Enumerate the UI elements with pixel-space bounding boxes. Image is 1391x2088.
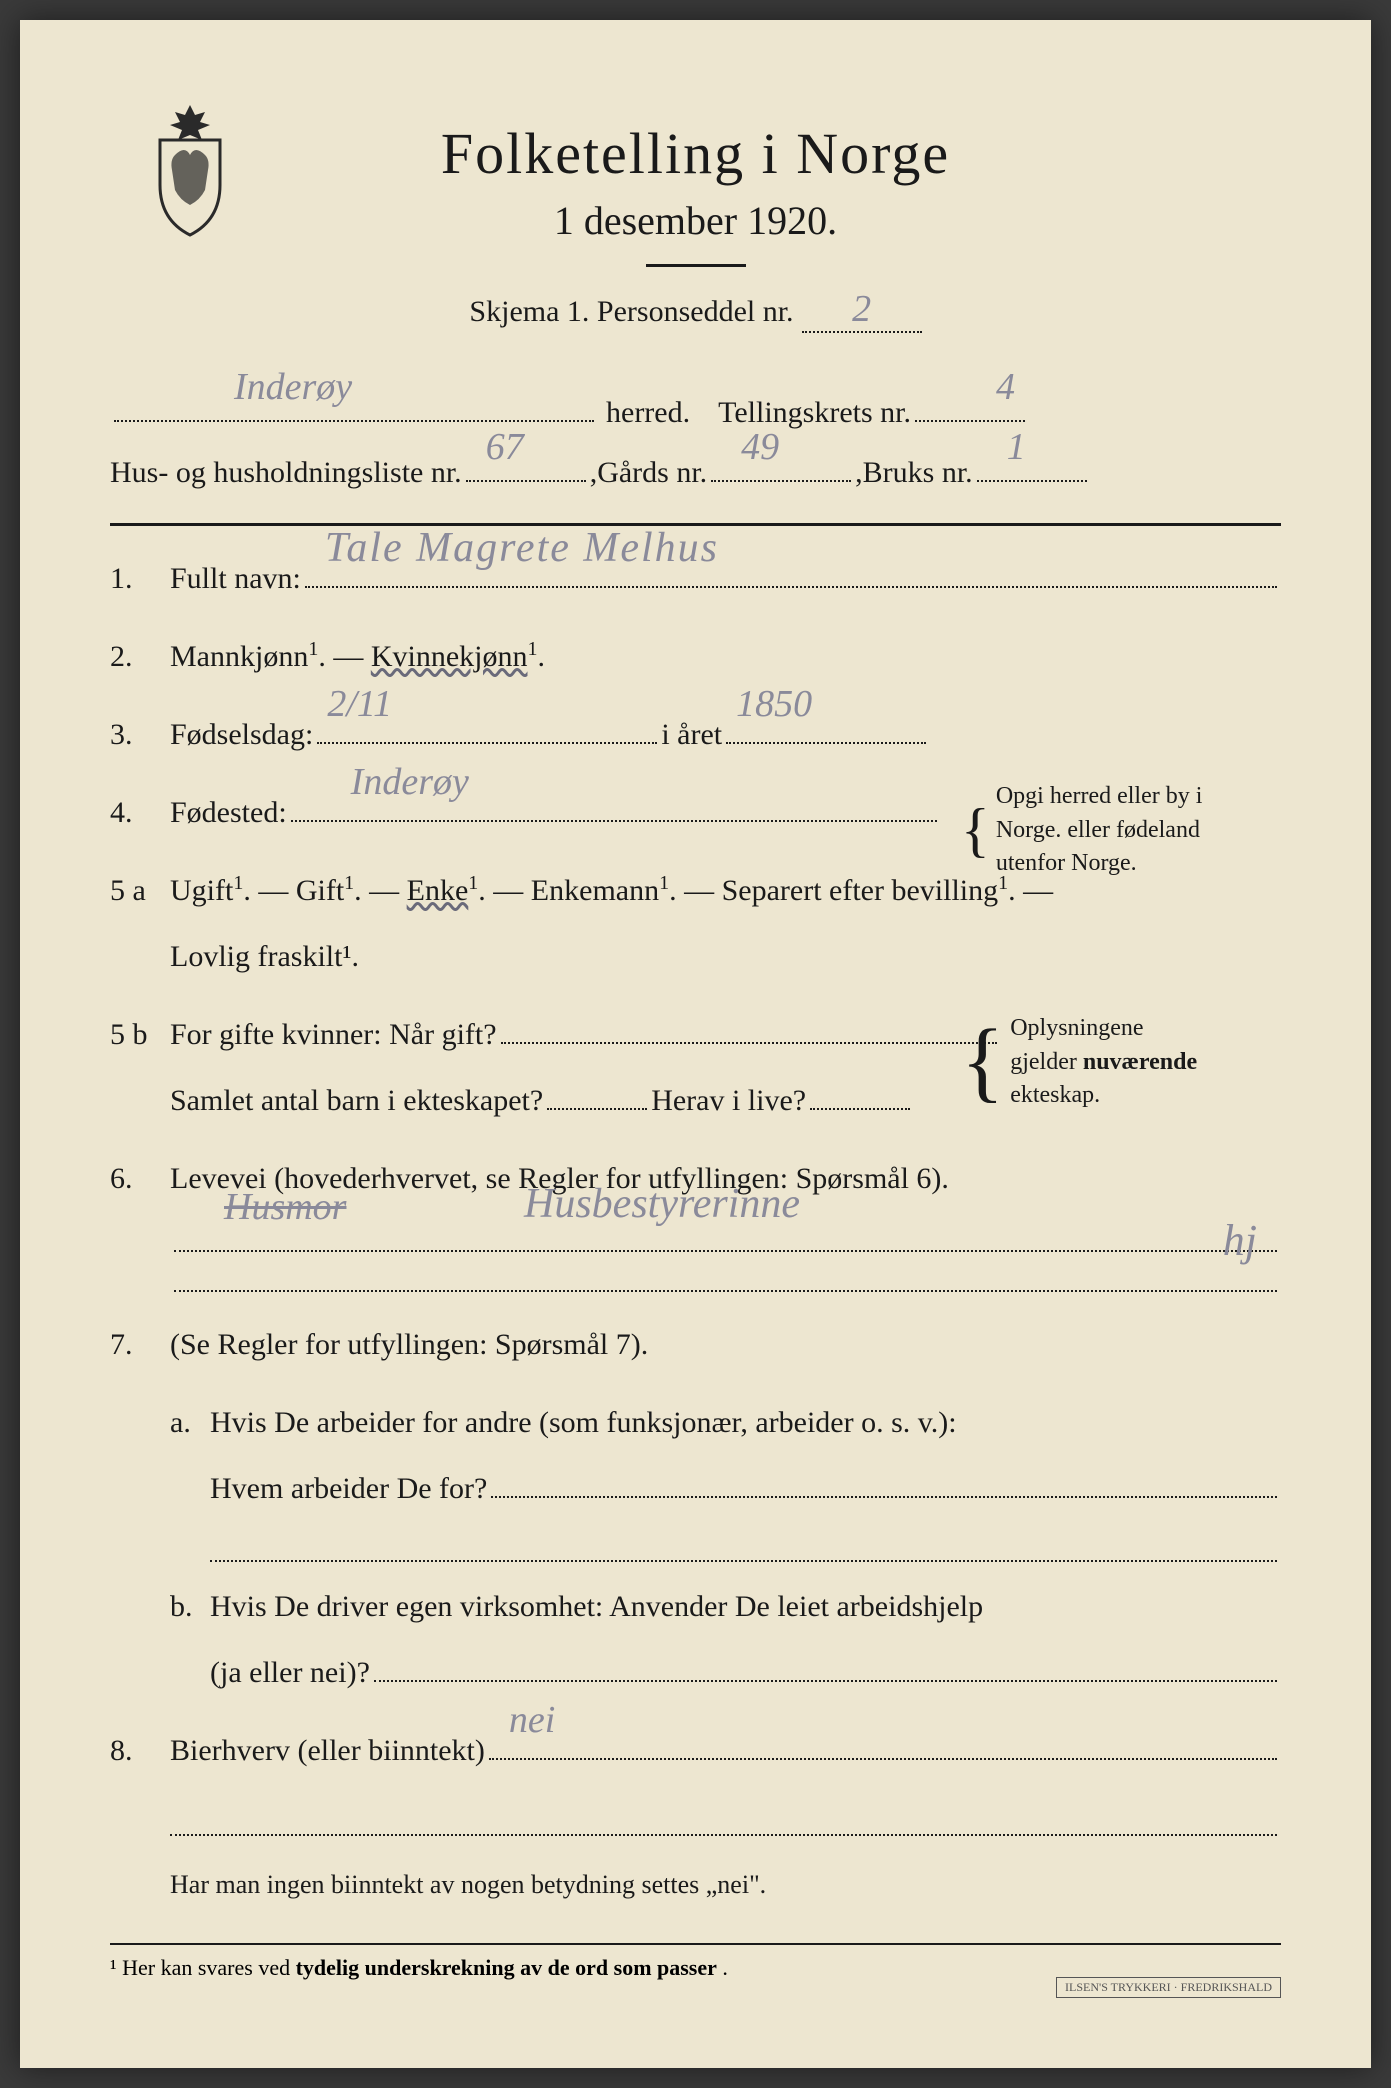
q1-num: 1. [110,546,170,612]
q2-kvinne: Kvinnekjønn [371,640,528,673]
herred-value: Inderøy [234,349,352,425]
document-subtitle: 1 desember 1920. [110,197,1281,244]
coat-of-arms-icon [140,100,240,240]
herred-label: herred. [606,383,690,443]
q6-num: 6. [110,1146,170,1212]
herred-line: Inderøy herred. Tellingskrets nr. 4 [110,383,1281,443]
form-label: Skjema 1. Personseddel nr. [469,295,793,329]
q8-label: Bierhverv (eller biinntekt) [170,1718,485,1784]
footnote: ¹ Her kan svares ved tydelig underskrekn… [110,1943,1281,1981]
footer-note1: Har man ingen biinntekt av nogen betydni… [170,1856,1281,1913]
q3-num: 3. [110,702,170,768]
brace-icon: { [961,1026,1004,1098]
q3-row: 3. Fødselsdag: 2/11 i året 1850 [110,702,1281,768]
q5b-line2b: Herav i live? [651,1068,806,1134]
document-title: Folketelling i Norge [110,120,1281,187]
q3-label: Fødselsdag: [170,702,313,768]
husliste-label: Hus- og husholdningsliste nr. [110,443,462,503]
census-form-page: Folketelling i Norge 1 desember 1920. Sk… [20,20,1371,2068]
location-block: Inderøy herred. Tellingskrets nr. 4 Hus-… [110,383,1281,503]
q5a-options: Ugift1. — Gift1. — Enke1. — Enkemann1. —… [170,874,1053,907]
q2-row: 2. Mannkjønn1. — Kvinnekjønn1. [110,624,1281,690]
q2-num: 2. [110,624,170,690]
q8-num: 8. [110,1718,170,1784]
q1-value: Tale Magrete Melhus [325,502,719,594]
q7-row: 7. (Se Regler for utfyllingen: Spørsmål … [110,1312,1281,1378]
q8-line2 [170,1796,1277,1836]
q1-row: 1. Fullt navn: Tale Magrete Melhus [110,546,1281,612]
q5b-row: 5 b For gifte kvinner: Når gift? Samlet … [110,1002,1281,1134]
q7-num: 7. [110,1312,170,1378]
q4-label: Fødested: [170,780,287,846]
q1-label: Fullt navn: [170,546,301,612]
q5b-line2a: Samlet antal barn i ekteskapet? [170,1068,543,1134]
q7a: a. Hvis De arbeider for andre (som funks… [170,1390,1281,1562]
q7-label: (Se Regler for utfyllingen: Spørsmål 7). [170,1312,1281,1378]
q7b-text: Hvis De driver egen virksomhet: Anvender… [210,1574,983,1640]
q8-row: 8. Bierhverv (eller biinntekt) nei [110,1718,1281,1784]
bruks-value: 1 [1007,409,1026,485]
q7a-q: Hvem arbeider De for? [210,1456,487,1522]
q7a-text: Hvis De arbeider for andre (som funksjon… [210,1390,957,1456]
q5a-row: 5 a Ugift1. — Gift1. — Enke1. — Enkemann… [110,858,1281,990]
q5b-num: 5 b [110,1002,170,1068]
q4-row: 4. Fødested: Inderøy { Opgi herred eller… [110,780,1281,846]
bruks-label: Bruks nr. [863,443,973,503]
q2-mann: Mannkjønn [170,640,308,673]
form-header: Folketelling i Norge 1 desember 1920. Sk… [110,120,1281,333]
house-line: Hus- og husholdningsliste nr. 67 , Gårds… [110,443,1281,503]
q7b-label: b. [170,1574,210,1640]
gards-value: 49 [741,409,779,485]
q5b-note: { Oplysningene gjelder nuværende ekteska… [961,1012,1281,1113]
printer-mark: ILSEN'S TRYKKERI · FREDRIKSHALD [1056,1977,1281,1998]
header-divider [646,264,746,267]
husliste-value: 67 [486,409,524,485]
questions-block: 1. Fullt navn: Tale Magrete Melhus 2. Ma… [110,546,1281,1913]
q8-value: nei [509,1679,555,1763]
q3-year: 1850 [736,663,812,747]
q4-value: Inderøy [351,741,469,825]
q6-row: 6. Levevei (hovederhvervet, se Regler fo… [110,1146,1281,1292]
q7a-label: a. [170,1390,210,1456]
q6-struck: Husmor [224,1166,346,1250]
q5a-num: 5 a [110,858,170,924]
q3-year-label: i året [661,702,722,768]
gards-label: Gårds nr. [597,443,707,503]
q6-initials: hj [1223,1193,1257,1290]
q4-num: 4. [110,780,170,846]
q7b-q: (ja eller nei)? [210,1640,370,1706]
form-number-line: Skjema 1. Personseddel nr. 2 [110,287,1281,333]
form-nr-value: 2 [852,287,871,331]
q3-day: 2/11 [327,663,392,747]
q5a-options2: Lovlig fraskilt¹. [170,924,1281,990]
brace-icon: { [961,806,990,854]
q7b: b. Hvis De driver egen virksomhet: Anven… [170,1574,1281,1706]
q5b-line1: For gifte kvinner: Når gift? [170,1002,497,1068]
q6-value: Husbestyrerinne [524,1158,800,1250]
